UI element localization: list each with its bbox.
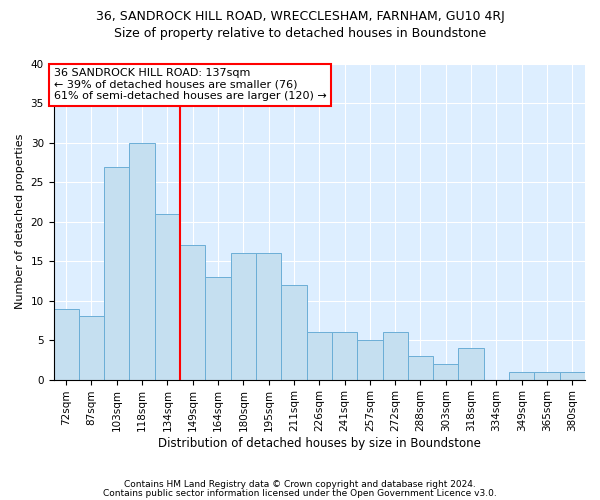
Text: Size of property relative to detached houses in Boundstone: Size of property relative to detached ho… bbox=[114, 28, 486, 40]
Bar bbox=[458, 348, 484, 380]
Bar bbox=[155, 214, 180, 380]
Bar bbox=[256, 254, 281, 380]
Text: Contains HM Land Registry data © Crown copyright and database right 2024.: Contains HM Land Registry data © Crown c… bbox=[124, 480, 476, 489]
Bar bbox=[560, 372, 585, 380]
Bar bbox=[205, 277, 230, 380]
Bar bbox=[383, 332, 408, 380]
Bar bbox=[332, 332, 357, 380]
Bar bbox=[180, 246, 205, 380]
Bar bbox=[509, 372, 535, 380]
Y-axis label: Number of detached properties: Number of detached properties bbox=[15, 134, 25, 310]
Bar bbox=[230, 254, 256, 380]
X-axis label: Distribution of detached houses by size in Boundstone: Distribution of detached houses by size … bbox=[158, 437, 481, 450]
Bar bbox=[408, 356, 433, 380]
Text: Contains public sector information licensed under the Open Government Licence v3: Contains public sector information licen… bbox=[103, 490, 497, 498]
Text: 36, SANDROCK HILL ROAD, WRECCLESHAM, FARNHAM, GU10 4RJ: 36, SANDROCK HILL ROAD, WRECCLESHAM, FAR… bbox=[95, 10, 505, 23]
Bar bbox=[53, 308, 79, 380]
Bar bbox=[104, 166, 130, 380]
Bar bbox=[357, 340, 383, 380]
Bar bbox=[433, 364, 458, 380]
Bar bbox=[79, 316, 104, 380]
Bar bbox=[535, 372, 560, 380]
Bar bbox=[130, 143, 155, 380]
Bar bbox=[281, 285, 307, 380]
Text: 36 SANDROCK HILL ROAD: 137sqm
← 39% of detached houses are smaller (76)
61% of s: 36 SANDROCK HILL ROAD: 137sqm ← 39% of d… bbox=[53, 68, 326, 101]
Bar bbox=[307, 332, 332, 380]
